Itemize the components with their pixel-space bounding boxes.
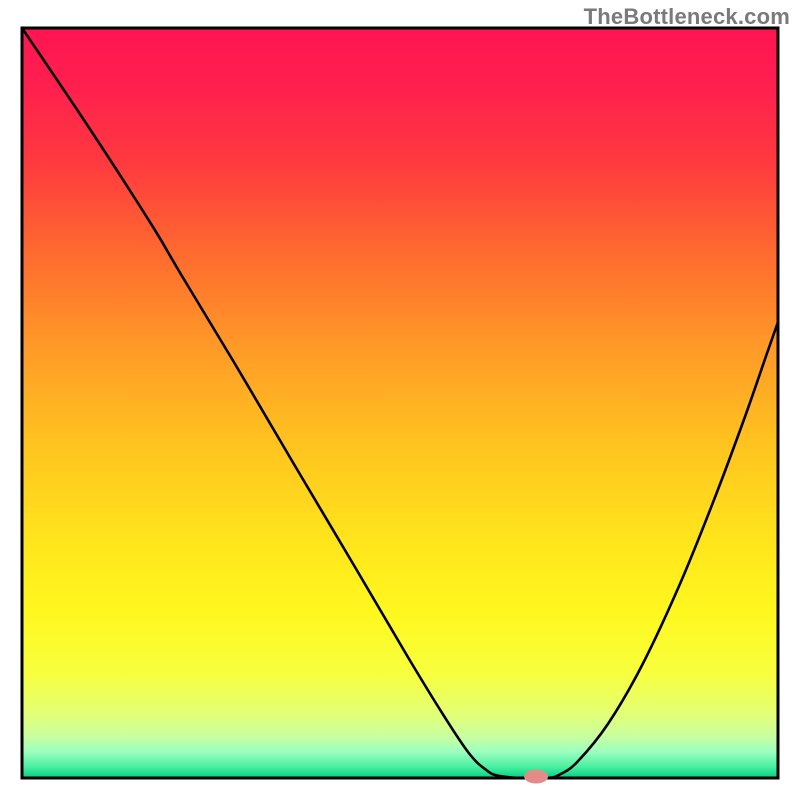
watermark-text: TheBottleneck.com [584,4,790,30]
chart-container: TheBottleneck.com [0,0,800,800]
optimal-marker [524,770,548,784]
chart-background [22,28,778,778]
bottleneck-chart [0,0,800,800]
